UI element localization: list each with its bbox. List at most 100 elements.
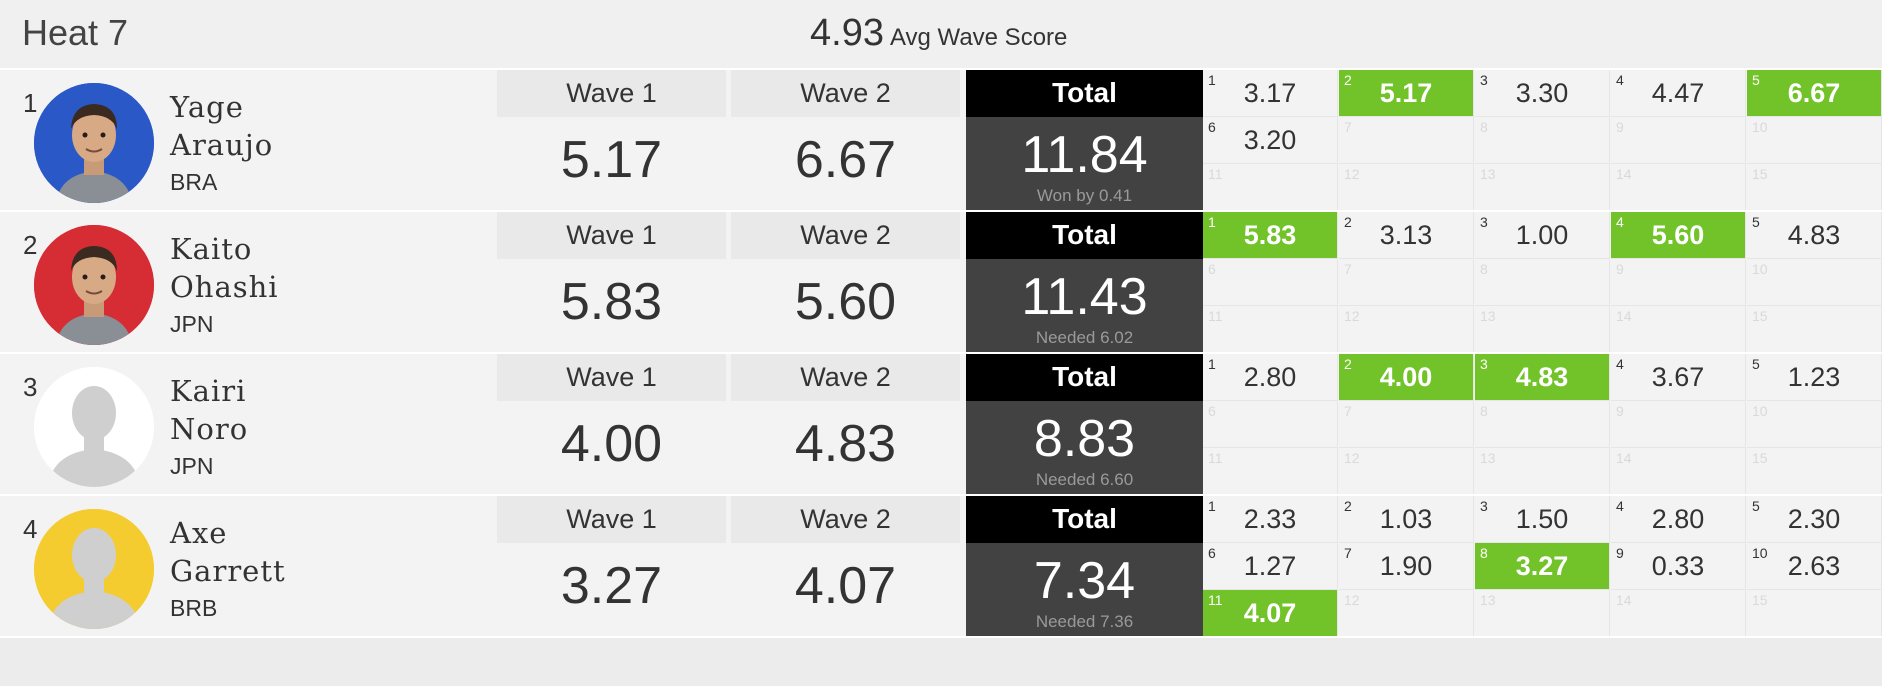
surfer-row-1[interactable]: 1 Yage Araujo BRA Wave 1 5.17 Wave 2 6.6… [0, 70, 1882, 211]
wave-number: 11 [1208, 166, 1223, 182]
wave-score-cell: 13 [1475, 306, 1610, 353]
avg-wave-score: 4.93 Avg Wave Score [810, 12, 1067, 55]
wave-number: 10 [1752, 261, 1768, 277]
surfer-name[interactable]: Axe Garrett [170, 514, 286, 590]
surfer-last-name: Garrett [170, 554, 286, 588]
wave-score-cell: 7 [1339, 259, 1474, 306]
wave-score-value: 4.47 [1651, 78, 1705, 108]
wave-score-cell[interactable]: 4 2.80 [1611, 496, 1746, 543]
wave-score-cell[interactable]: 2 1.03 [1339, 496, 1474, 543]
surfer-rank: 1 [23, 88, 38, 118]
wave-score-cell[interactable]: 2 5.17 [1339, 70, 1474, 117]
wave-number: 9 [1616, 119, 1624, 135]
wave-score-cell[interactable]: 5 4.83 [1747, 212, 1882, 259]
wave-score-cell[interactable]: 5 1.23 [1747, 354, 1882, 401]
wave-score-cell: 13 [1475, 590, 1610, 637]
wave-score-cell[interactable]: 11 4.07 [1203, 590, 1338, 637]
surfer-row-4[interactable]: 4 Axe Garrett BRB Wave 1 3.27 Wave 2 4.0… [0, 496, 1882, 637]
wave-number: 13 [1480, 592, 1496, 608]
wave-score-value: 1.23 [1787, 362, 1841, 392]
total-score: 8.83 [1033, 410, 1136, 468]
total-label: Total [966, 212, 1203, 259]
wave-score-cell[interactable]: 3 3.30 [1475, 70, 1610, 117]
wave-number: 6 [1208, 545, 1216, 561]
wave-score-cell[interactable]: 1 2.33 [1203, 496, 1338, 543]
wave-score-value: 4.00 [1379, 362, 1433, 392]
wave-score-cell[interactable]: 6 1.27 [1203, 543, 1338, 590]
wave-number: 14 [1616, 592, 1632, 608]
surfer-name[interactable]: Kaito Ohashi [170, 230, 279, 306]
surfer-name[interactable]: Yage Araujo [170, 88, 273, 164]
wave-number: 3 [1480, 214, 1488, 230]
wave-score-cell[interactable]: 2 4.00 [1339, 354, 1474, 401]
surfer-first-name: Yage [170, 90, 244, 124]
wave-number: 14 [1616, 450, 1632, 466]
surfer-rank: 2 [23, 230, 38, 260]
wave-score-cell[interactable]: 1 3.17 [1203, 70, 1338, 117]
wave-score-cell[interactable]: 6 3.20 [1203, 117, 1338, 164]
wave-score-cell[interactable]: 1 5.83 [1203, 212, 1338, 259]
wave-number: 14 [1616, 308, 1632, 324]
wave-score-cell[interactable]: 4 3.67 [1611, 354, 1746, 401]
wave-score-cell: 12 [1339, 448, 1474, 495]
surfer-rank: 3 [23, 372, 38, 402]
wave-1-column: Wave 1 5.17 [497, 70, 726, 210]
wave-number: 7 [1344, 261, 1352, 277]
surfer-avatar [34, 225, 154, 345]
surfer-country: JPN [170, 453, 214, 479]
wave-number: 3 [1480, 72, 1488, 88]
row-divider [0, 352, 1882, 354]
avg-wave-score-label: Avg Wave Score [889, 24, 1068, 51]
wave-scores-grid: 1 5.83 2 3.13 3 1.00 4 5.60 5 4.83 6 7 8 9 10 11 12 13 14 1… [1203, 212, 1882, 353]
wave-score-cell: 13 [1475, 448, 1610, 495]
wave-score-cell[interactable]: 4 5.60 [1611, 212, 1746, 259]
wave-number: 10 [1752, 403, 1768, 419]
total-score: 11.43 [1021, 268, 1148, 326]
surfer-first-name: Kaito [170, 232, 253, 266]
wave-score-cell[interactable]: 8 3.27 [1475, 543, 1610, 590]
wave-2-score: 4.07 [731, 543, 960, 636]
wave-number: 15 [1752, 166, 1768, 182]
wave-score-cell[interactable]: 3 4.83 [1475, 354, 1610, 401]
wave-1-score: 5.17 [497, 117, 726, 210]
wave-1-score: 4.00 [497, 401, 726, 494]
wave-number: 2 [1344, 498, 1352, 514]
wave-score-cell[interactable]: 2 3.13 [1339, 212, 1474, 259]
wave-score-cell[interactable]: 5 6.67 [1747, 70, 1882, 117]
heat-header: Heat 7 4.93 Avg Wave Score [0, 0, 1882, 68]
wave-score-cell: 11 [1203, 448, 1338, 495]
wave-score-cell[interactable]: 5 2.30 [1747, 496, 1882, 543]
surfer-name[interactable]: Kairi Noro [170, 372, 248, 448]
wave-number: 6 [1208, 261, 1216, 277]
wave-score-value: 2.80 [1243, 362, 1297, 392]
surfer-last-name: Ohashi [170, 270, 279, 304]
total-label: Total [966, 496, 1203, 543]
wave-score-cell[interactable]: 3 1.00 [1475, 212, 1610, 259]
wave-score-cell[interactable]: 3 1.50 [1475, 496, 1610, 543]
wave-1-label: Wave 1 [497, 70, 726, 117]
total-label: Total [966, 354, 1203, 401]
total-body: 8.83 Needed 6.60 [966, 401, 1203, 494]
wave-2-score: 5.60 [731, 259, 960, 352]
wave-score-cell: 7 [1339, 117, 1474, 164]
wave-number: 3 [1480, 356, 1488, 372]
wave-2-label: Wave 2 [731, 354, 960, 401]
wave-score-value: 3.20 [1243, 125, 1297, 155]
wave-score-cell: 11 [1203, 306, 1338, 353]
wave-number: 7 [1344, 119, 1352, 135]
total-score: 11.84 [1021, 126, 1148, 184]
wave-number: 8 [1480, 119, 1488, 135]
wave-number: 5 [1752, 72, 1760, 88]
wave-score-cell[interactable]: 7 1.90 [1339, 543, 1474, 590]
surfer-row-2[interactable]: 2 Kaito Ohashi JPN Wave 1 5.83 Wave 2 5.… [0, 212, 1882, 353]
wave-score-cell[interactable]: 1 2.80 [1203, 354, 1338, 401]
wave-score-value: 0.33 [1651, 551, 1705, 581]
wave-score-cell[interactable]: 4 4.47 [1611, 70, 1746, 117]
heat-title: Heat 7 [22, 12, 129, 53]
wave-score-cell[interactable]: 9 0.33 [1611, 543, 1746, 590]
wave-number: 6 [1208, 403, 1216, 419]
surfer-row-3[interactable]: 3 Kairi Noro JPN Wave 1 4.00 Wave 2 4.83… [0, 354, 1882, 495]
wave-score-cell[interactable]: 10 2.63 [1747, 543, 1882, 590]
wave-score-value: 1.00 [1515, 220, 1569, 250]
wave-number: 5 [1752, 498, 1760, 514]
